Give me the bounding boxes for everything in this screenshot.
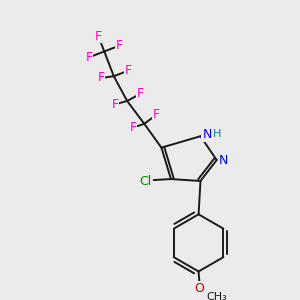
- Text: F: F: [111, 98, 118, 111]
- Text: F: F: [95, 30, 102, 43]
- Text: N: N: [219, 154, 228, 166]
- Text: Cl: Cl: [139, 176, 152, 188]
- Text: H: H: [212, 129, 221, 139]
- Text: F: F: [129, 121, 137, 134]
- Text: O: O: [195, 282, 205, 295]
- Text: CH₃: CH₃: [206, 292, 227, 300]
- Text: F: F: [137, 87, 144, 100]
- Text: F: F: [85, 51, 93, 64]
- Text: N: N: [202, 128, 212, 141]
- Text: F: F: [124, 64, 132, 77]
- Text: F: F: [153, 108, 160, 121]
- Text: F: F: [116, 39, 123, 52]
- Text: F: F: [98, 71, 105, 85]
